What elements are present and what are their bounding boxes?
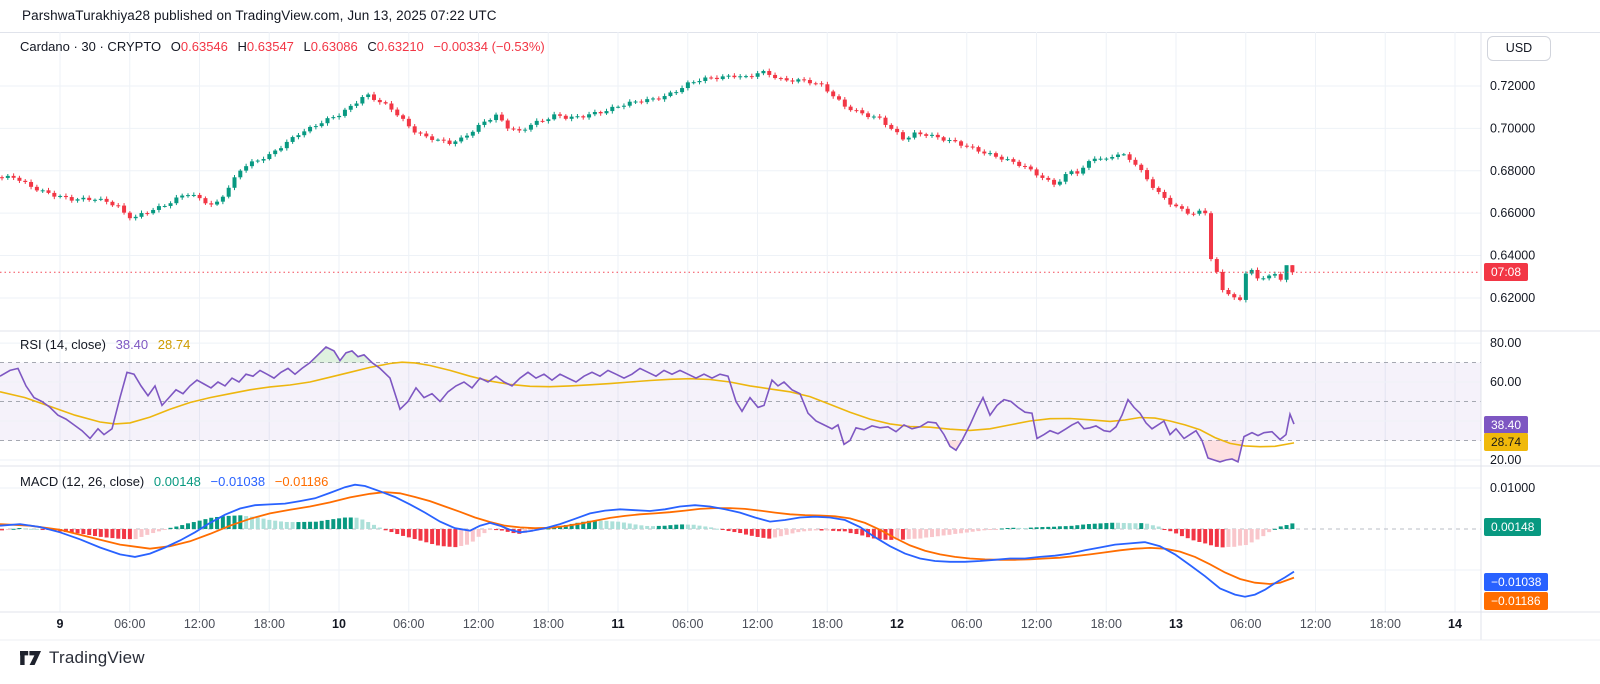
time-axis-label: 06:00	[672, 617, 703, 631]
macd-title: MACD (12, 26, close)	[20, 474, 145, 489]
svg-text:0.68000: 0.68000	[1490, 164, 1535, 178]
low-label: L	[303, 39, 311, 54]
time-axis-day-label: 10	[332, 617, 346, 631]
high-value: 0.63547	[246, 39, 294, 54]
rsi-legend[interactable]: RSI (14, close) 38.40 28.74	[20, 337, 190, 352]
symbol-legend[interactable]: Cardano · 30 · CRYPTO O0.63546 H0.63547 …	[20, 39, 545, 54]
time-axis-label: 18:00	[1370, 617, 1401, 631]
time-axis-day-label: 9	[57, 617, 64, 631]
open-label: O	[170, 39, 181, 54]
rsi-ma-value: 28.74	[157, 337, 191, 352]
macd-hist-value: 0.00148	[153, 474, 201, 489]
countdown-badge: 07:08	[1484, 263, 1529, 281]
high-label: H	[237, 39, 247, 54]
footer-brand[interactable]: TradingView	[20, 648, 145, 668]
time-axis-label: 12:00	[1021, 617, 1052, 631]
macd-line-value: −0.01038	[210, 474, 266, 489]
rsi-pane	[0, 342, 1481, 464]
time-axis: 9 06:00 12:00 18:00 10 06:00 12:00 18:00 11 06:00…	[57, 617, 1462, 631]
svg-text:0.62000: 0.62000	[1490, 291, 1535, 305]
rsi-ma-value-badge: 28.74	[1484, 433, 1529, 451]
tradingview-wordmark: TradingView	[49, 648, 145, 667]
time-axis-day-label: 13	[1169, 617, 1183, 631]
price-pane	[0, 68, 1481, 303]
svg-text:0.64000: 0.64000	[1490, 249, 1535, 263]
time-axis-label: 06:00	[951, 617, 982, 631]
macd-signal-value: −0.01186	[274, 474, 329, 489]
macd-line	[0, 483, 1295, 598]
svg-text:0.66000: 0.66000	[1490, 206, 1535, 220]
time-axis-label: 18:00	[254, 617, 285, 631]
svg-text:80.00: 80.00	[1490, 336, 1521, 350]
time-axis-day-label: 11	[611, 617, 624, 631]
time-axis-label: 12:00	[1300, 617, 1331, 631]
close-label: C	[367, 39, 377, 54]
currency-usd-button[interactable]: USD	[1487, 36, 1551, 61]
time-axis-day-label: 12	[890, 617, 904, 631]
time-axis-label: 18:00	[533, 617, 564, 631]
time-axis-label: 18:00	[812, 617, 843, 631]
time-axis-label: 06:00	[114, 617, 145, 631]
macd-line-badge: −0.01038	[1484, 573, 1549, 591]
svg-text:0.01000: 0.01000	[1490, 481, 1535, 495]
macd-pane	[0, 483, 1481, 598]
time-axis-day-label: 14	[1448, 617, 1462, 631]
close-value: 0.63210	[376, 39, 424, 54]
rsi-value-badge: 38.40	[1484, 416, 1529, 434]
tradingview-logo-icon	[20, 649, 42, 667]
time-axis-label: 12:00	[742, 617, 773, 631]
low-value: 0.63086	[310, 39, 358, 54]
time-axis-label: 18:00	[1091, 617, 1122, 631]
time-axis-label: 06:00	[393, 617, 424, 631]
header-bar: ParshwaTurakhiya28 published on TradingV…	[0, 0, 1600, 32]
time-axis-label: 12:00	[184, 617, 215, 631]
svg-text:0.72000: 0.72000	[1490, 79, 1535, 93]
rsi-title: RSI (14, close)	[20, 337, 106, 352]
macd-legend[interactable]: MACD (12, 26, close) 0.00148 −0.01038 −0…	[20, 474, 328, 489]
rsi-value: 38.40	[115, 337, 149, 352]
open-value: 0.63546	[180, 39, 228, 54]
time-axis-label: 12:00	[463, 617, 494, 631]
svg-text:0.70000: 0.70000	[1490, 121, 1535, 135]
change-value: −0.00334 (−0.53%)	[433, 39, 545, 54]
header-separator	[0, 32, 1600, 33]
symbol-title: Cardano · 30 · CRYPTO	[20, 39, 162, 54]
price-axis: 0.72000 0.70000 0.68000 0.66000 0.64000 0.620…	[1490, 79, 1535, 495]
svg-text:60.00: 60.00	[1490, 375, 1521, 389]
rsi-line	[0, 346, 1295, 464]
svg-text:20.00: 20.00	[1490, 453, 1521, 467]
macd-hist-badge: 0.00148	[1484, 518, 1542, 536]
published-attribution-text: ParshwaTurakhiya28 published on TradingV…	[22, 8, 497, 23]
macd-signal-badge: −0.01186	[1484, 592, 1548, 610]
time-axis-label: 06:00	[1230, 617, 1261, 631]
